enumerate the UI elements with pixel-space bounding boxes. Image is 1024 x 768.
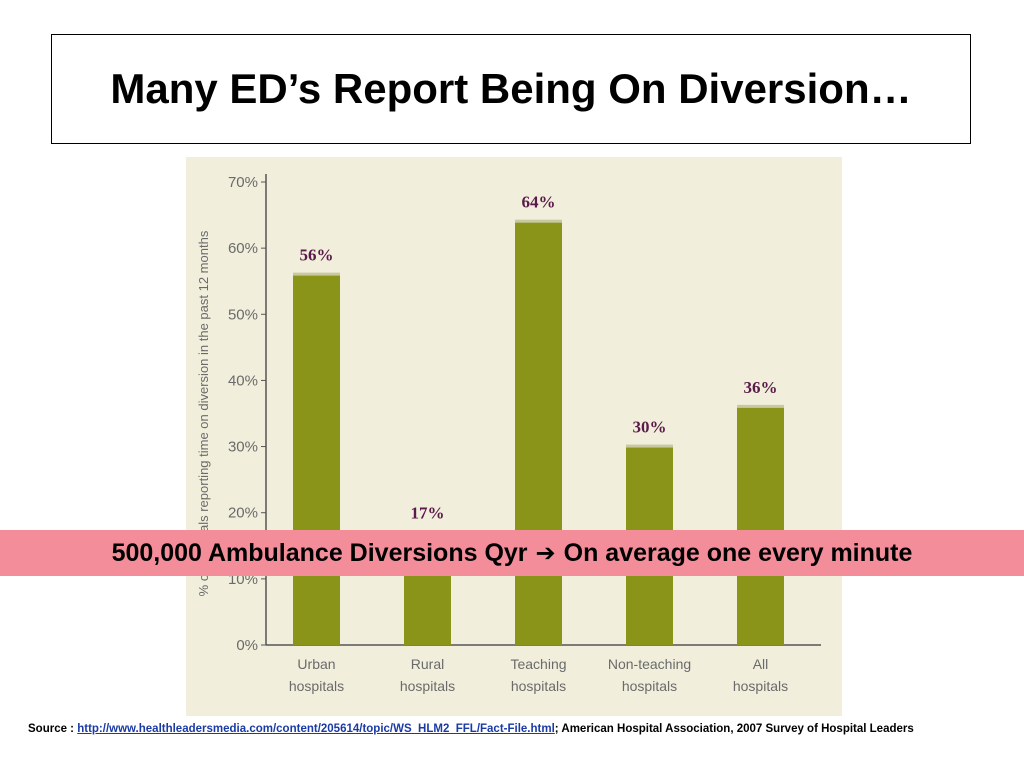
bar-chart-svg: % of hospitals reporting time on diversi… — [196, 174, 821, 694]
slide-title: Many ED’s Report Being On Diversion… — [110, 65, 912, 112]
bar — [515, 221, 562, 645]
bar-cap — [737, 404, 784, 408]
bar — [293, 274, 340, 645]
data-label: 36% — [744, 378, 778, 397]
source-suffix: American Hospital Association, 2007 Surv… — [561, 723, 914, 735]
bar-cap — [293, 272, 340, 276]
y-tick-label: 60% — [228, 240, 258, 257]
source-link[interactable]: http://www.healthleadersmedia.com/conten… — [77, 723, 555, 735]
x-tick-label: Teaching — [510, 656, 566, 672]
bar-cap — [626, 444, 673, 448]
x-tick-label: hospitals — [511, 678, 566, 694]
right-arrow-icon: ➔ — [535, 539, 556, 567]
y-tick-label: 40% — [228, 372, 258, 389]
x-tick-label: hospitals — [622, 678, 677, 694]
data-label: 17% — [411, 504, 445, 523]
y-tick-label: 30% — [228, 439, 258, 456]
diversion-banner: 500,000 Ambulance Diversions Qyr ➔ On av… — [0, 530, 1024, 576]
y-tick-label: 50% — [228, 306, 258, 323]
y-tick-label: 70% — [228, 174, 258, 191]
banner-right-text: On average one every minute — [563, 538, 913, 567]
data-label: 64% — [522, 193, 556, 212]
x-tick-label: All — [753, 656, 769, 672]
source-citation: Source : http://www.healthleadersmedia.c… — [28, 723, 914, 735]
x-tick-label: hospitals — [400, 678, 455, 694]
y-axis-label: % of hospitals reporting time on diversi… — [196, 230, 211, 596]
x-tick-label: hospitals — [289, 678, 344, 694]
y-tick-label: 0% — [236, 637, 258, 654]
bar-cap — [515, 219, 562, 223]
x-tick-label: hospitals — [733, 678, 788, 694]
x-tick-label: Non-teaching — [608, 656, 691, 672]
data-label: 30% — [633, 418, 667, 437]
source-separator: ; — [554, 723, 559, 735]
source-prefix: Source : — [28, 723, 75, 735]
y-tick-label: 20% — [228, 505, 258, 522]
x-tick-label: Urban — [297, 656, 335, 672]
banner-left-text: 500,000 Ambulance Diversions Qyr — [111, 538, 528, 567]
bar — [737, 406, 784, 645]
title-box: Many ED’s Report Being On Diversion… — [51, 34, 971, 144]
x-tick-label: Rural — [411, 656, 444, 672]
data-label: 56% — [300, 246, 334, 265]
bar-chart: % of hospitals reporting time on diversi… — [186, 157, 842, 716]
